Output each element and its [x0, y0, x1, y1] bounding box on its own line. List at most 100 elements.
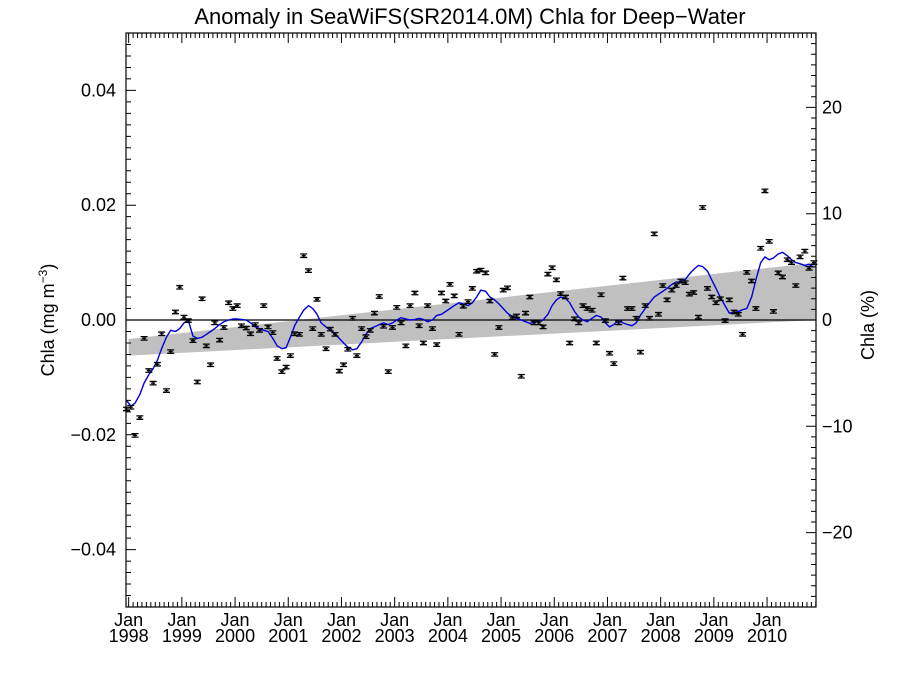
data-point — [499, 287, 507, 293]
data-point — [433, 342, 441, 348]
x-tick-label-year: 1998 — [109, 626, 149, 646]
y-tick-label-left: −0.04 — [70, 540, 116, 560]
data-point — [482, 270, 490, 276]
data-point — [575, 320, 583, 326]
data-point — [260, 303, 268, 309]
data-point — [685, 291, 693, 297]
x-tick-label-month: Jan — [327, 610, 356, 630]
data-point — [295, 331, 303, 337]
data-point — [579, 303, 587, 309]
data-point — [384, 369, 392, 375]
data-point — [171, 309, 179, 315]
data-point — [792, 283, 800, 288]
y-axis-label-right: Chla (%) — [858, 290, 878, 360]
data-point — [202, 343, 210, 349]
data-point — [468, 286, 476, 291]
data-point — [127, 404, 135, 410]
data-point — [663, 297, 671, 303]
x-tick-label-year: 2010 — [747, 626, 787, 646]
data-point — [801, 248, 809, 254]
data-point — [349, 315, 357, 321]
data-point — [211, 320, 219, 326]
y-tick-label-right: −20 — [822, 523, 853, 543]
data-point — [734, 311, 742, 317]
data-point — [672, 283, 680, 288]
data-point — [353, 353, 361, 358]
data-point — [180, 314, 188, 320]
data-point — [668, 287, 676, 293]
data-point — [136, 415, 144, 420]
data-point — [583, 306, 591, 311]
data-point — [601, 318, 609, 323]
y-right-tick-labels: 20 10 0 −10 −20 — [822, 97, 853, 542]
data-point — [473, 268, 481, 274]
data-point — [778, 274, 786, 280]
data-point — [624, 306, 632, 311]
running-mean-layer — [125, 251, 815, 408]
data-point — [419, 340, 427, 346]
data-point — [805, 265, 813, 271]
y-tick-label-right: 20 — [822, 97, 842, 117]
data-point — [251, 322, 259, 327]
data-point — [225, 300, 233, 306]
data-point — [752, 306, 760, 311]
data-point — [712, 300, 720, 306]
data-point — [415, 323, 423, 329]
data-point — [176, 284, 184, 290]
data-point — [503, 285, 511, 291]
data-point — [282, 364, 290, 370]
data-point — [424, 303, 432, 309]
data-point — [149, 380, 157, 386]
data-point — [428, 326, 436, 331]
data-point — [690, 290, 698, 295]
data-point — [610, 361, 618, 366]
data-point — [761, 188, 769, 194]
data-point — [632, 315, 640, 321]
data-point — [748, 278, 756, 284]
axes-layer — [125, 32, 817, 608]
data-point — [548, 265, 556, 271]
data-point — [269, 330, 277, 335]
data-point — [477, 267, 485, 273]
x-tick-label-month: Jan — [274, 610, 303, 630]
x-tick-label-month: Jan — [221, 610, 250, 630]
data-point — [606, 350, 614, 356]
data-point — [366, 327, 374, 333]
data-point — [131, 433, 139, 438]
x-tick-label-month: Jan — [593, 610, 622, 630]
data-point — [162, 388, 170, 393]
data-point — [495, 325, 503, 330]
data-point — [370, 310, 378, 316]
data-point — [650, 231, 658, 237]
y-tick-label-right: 10 — [822, 204, 842, 224]
data-point — [317, 331, 325, 337]
data-point — [641, 303, 649, 309]
x-tick-label-month: Jan — [167, 610, 196, 630]
data-point — [615, 320, 623, 326]
data-point — [379, 323, 387, 329]
data-point — [220, 325, 228, 330]
data-point — [539, 324, 547, 330]
data-point — [694, 314, 702, 320]
running-mean-line — [125, 251, 815, 408]
y-tick-label-left: 0.02 — [81, 195, 116, 215]
data-point — [699, 205, 707, 210]
x-tick-label-month: Jan — [540, 610, 569, 630]
data-point — [730, 309, 738, 315]
data-point — [397, 320, 405, 326]
x-tick-label-year: 2000 — [215, 626, 255, 646]
data-point — [597, 292, 605, 298]
x-tick-label-year: 2002 — [321, 626, 361, 646]
data-point — [389, 325, 397, 330]
data-point — [659, 283, 667, 288]
data-point — [681, 280, 689, 286]
data-point — [522, 310, 530, 316]
y-tick-label-right: 0 — [822, 310, 832, 330]
data-point — [592, 340, 600, 346]
data-point — [552, 277, 560, 283]
data-point — [198, 296, 206, 302]
data-point — [229, 306, 237, 311]
x-tick-label-month: Jan — [380, 610, 409, 630]
data-point — [140, 335, 148, 341]
data-point — [291, 331, 299, 337]
